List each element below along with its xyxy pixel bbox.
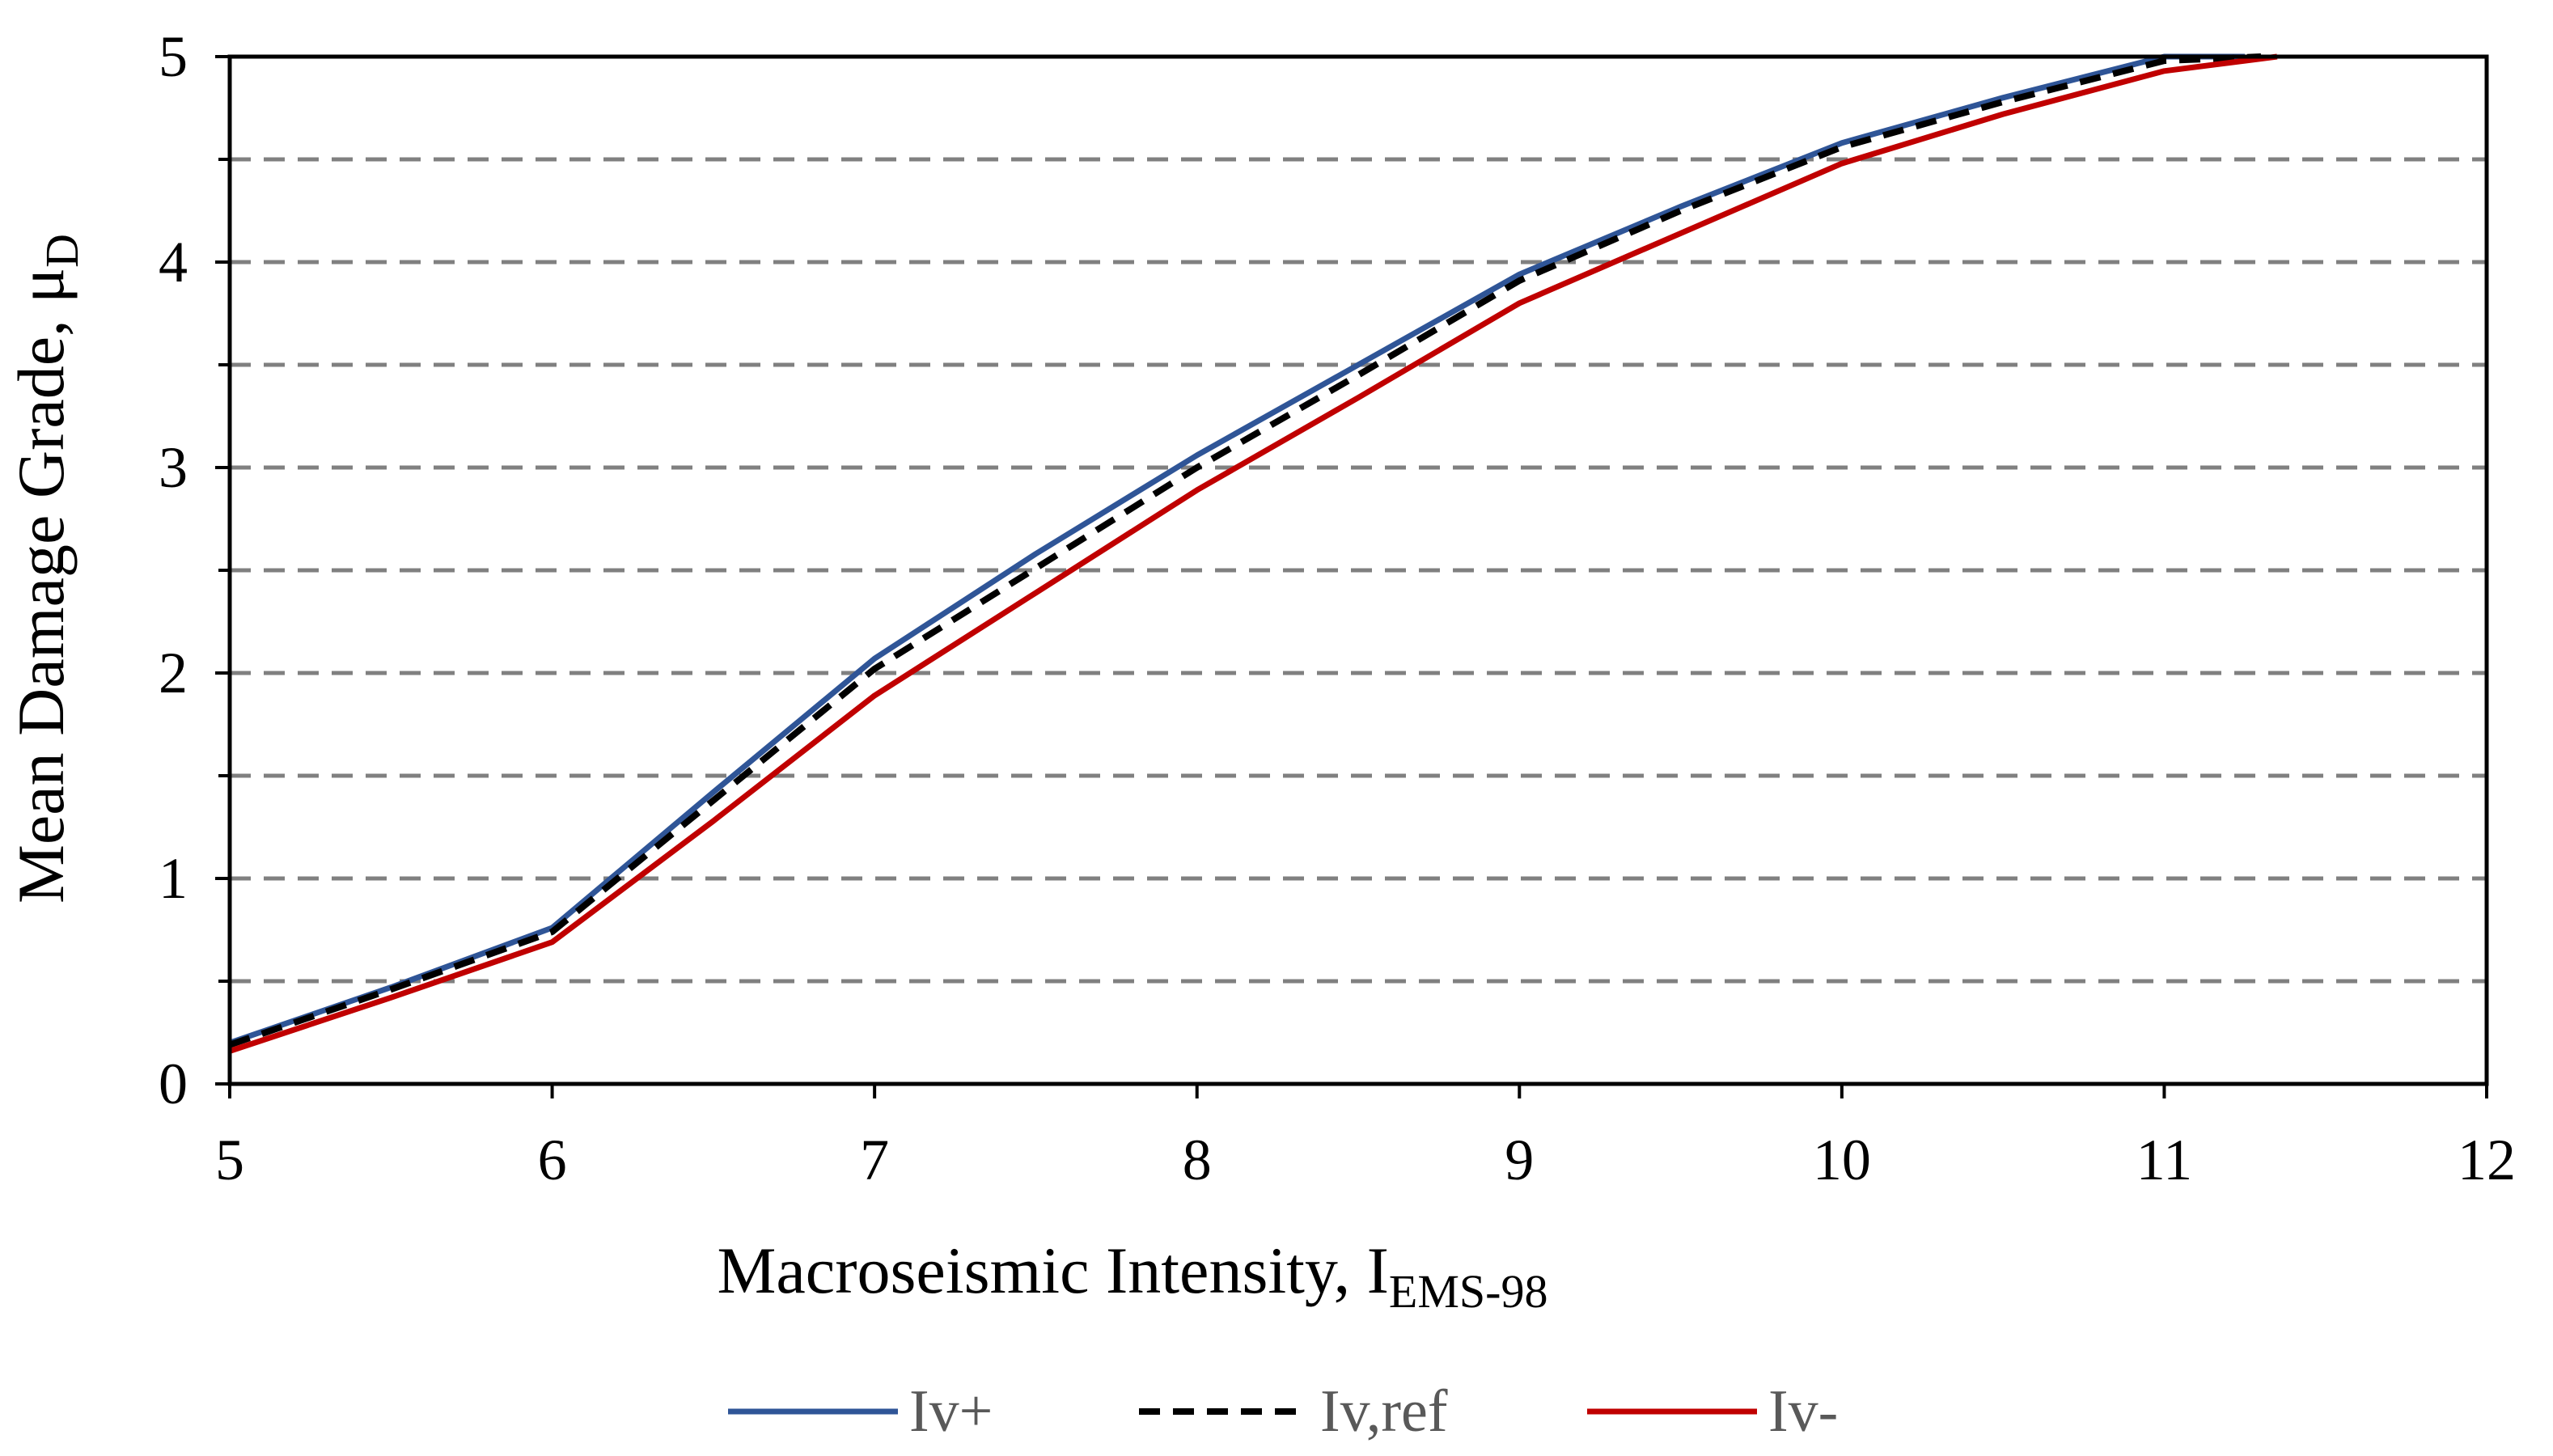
x-tick-label: 7 xyxy=(860,1128,889,1192)
y-tick-label: 4 xyxy=(159,230,188,294)
x-tick-label: 5 xyxy=(215,1128,244,1192)
x-tick-label: 8 xyxy=(1183,1128,1212,1192)
y-axis-title: Mean Damage Grade, μD xyxy=(4,234,88,904)
gridlines xyxy=(230,157,2487,984)
series-line-2 xyxy=(228,53,2262,1048)
y-tick-label: 0 xyxy=(159,1052,188,1116)
legend-label-3: Iv- xyxy=(1768,1378,1838,1445)
x-tick-label: 9 xyxy=(1505,1128,1534,1192)
x-axis-ticks: 5 6 7 8 9 10 11 12 xyxy=(215,1084,2516,1192)
series-lines xyxy=(228,53,2278,1054)
x-tick-label: 6 xyxy=(538,1128,567,1192)
x-axis-title-subscript: EMS-98 xyxy=(1389,1265,1548,1318)
y-tick-label: 2 xyxy=(159,641,188,705)
y-axis-title-subscript: D xyxy=(36,234,88,268)
x-tick-label: 11 xyxy=(2136,1128,2192,1192)
y-tick-label: 3 xyxy=(159,435,188,500)
y-tick-label: 5 xyxy=(159,24,188,89)
legend-label-2: Iv,ref xyxy=(1320,1378,1448,1445)
legend: Iv+ Iv,ref Iv- xyxy=(728,1378,1838,1445)
x-axis-title: Macroseismic Intensity, IEMS-98 xyxy=(718,1234,1548,1318)
y-axis-title-main: Mean Damage Grade, μ xyxy=(4,268,78,904)
y-axis-ticks: 0 1 2 3 4 5 xyxy=(159,24,230,1116)
x-tick-label: 12 xyxy=(2458,1128,2516,1192)
x-axis-title-main: Macroseismic Intensity, I xyxy=(718,1234,1389,1307)
legend-label-1: Iv+ xyxy=(909,1378,993,1445)
series-line-3 xyxy=(228,53,2278,1054)
x-tick-label: 10 xyxy=(1813,1128,1871,1192)
y-tick-label: 1 xyxy=(159,846,188,911)
series-line-1 xyxy=(228,53,2246,1046)
